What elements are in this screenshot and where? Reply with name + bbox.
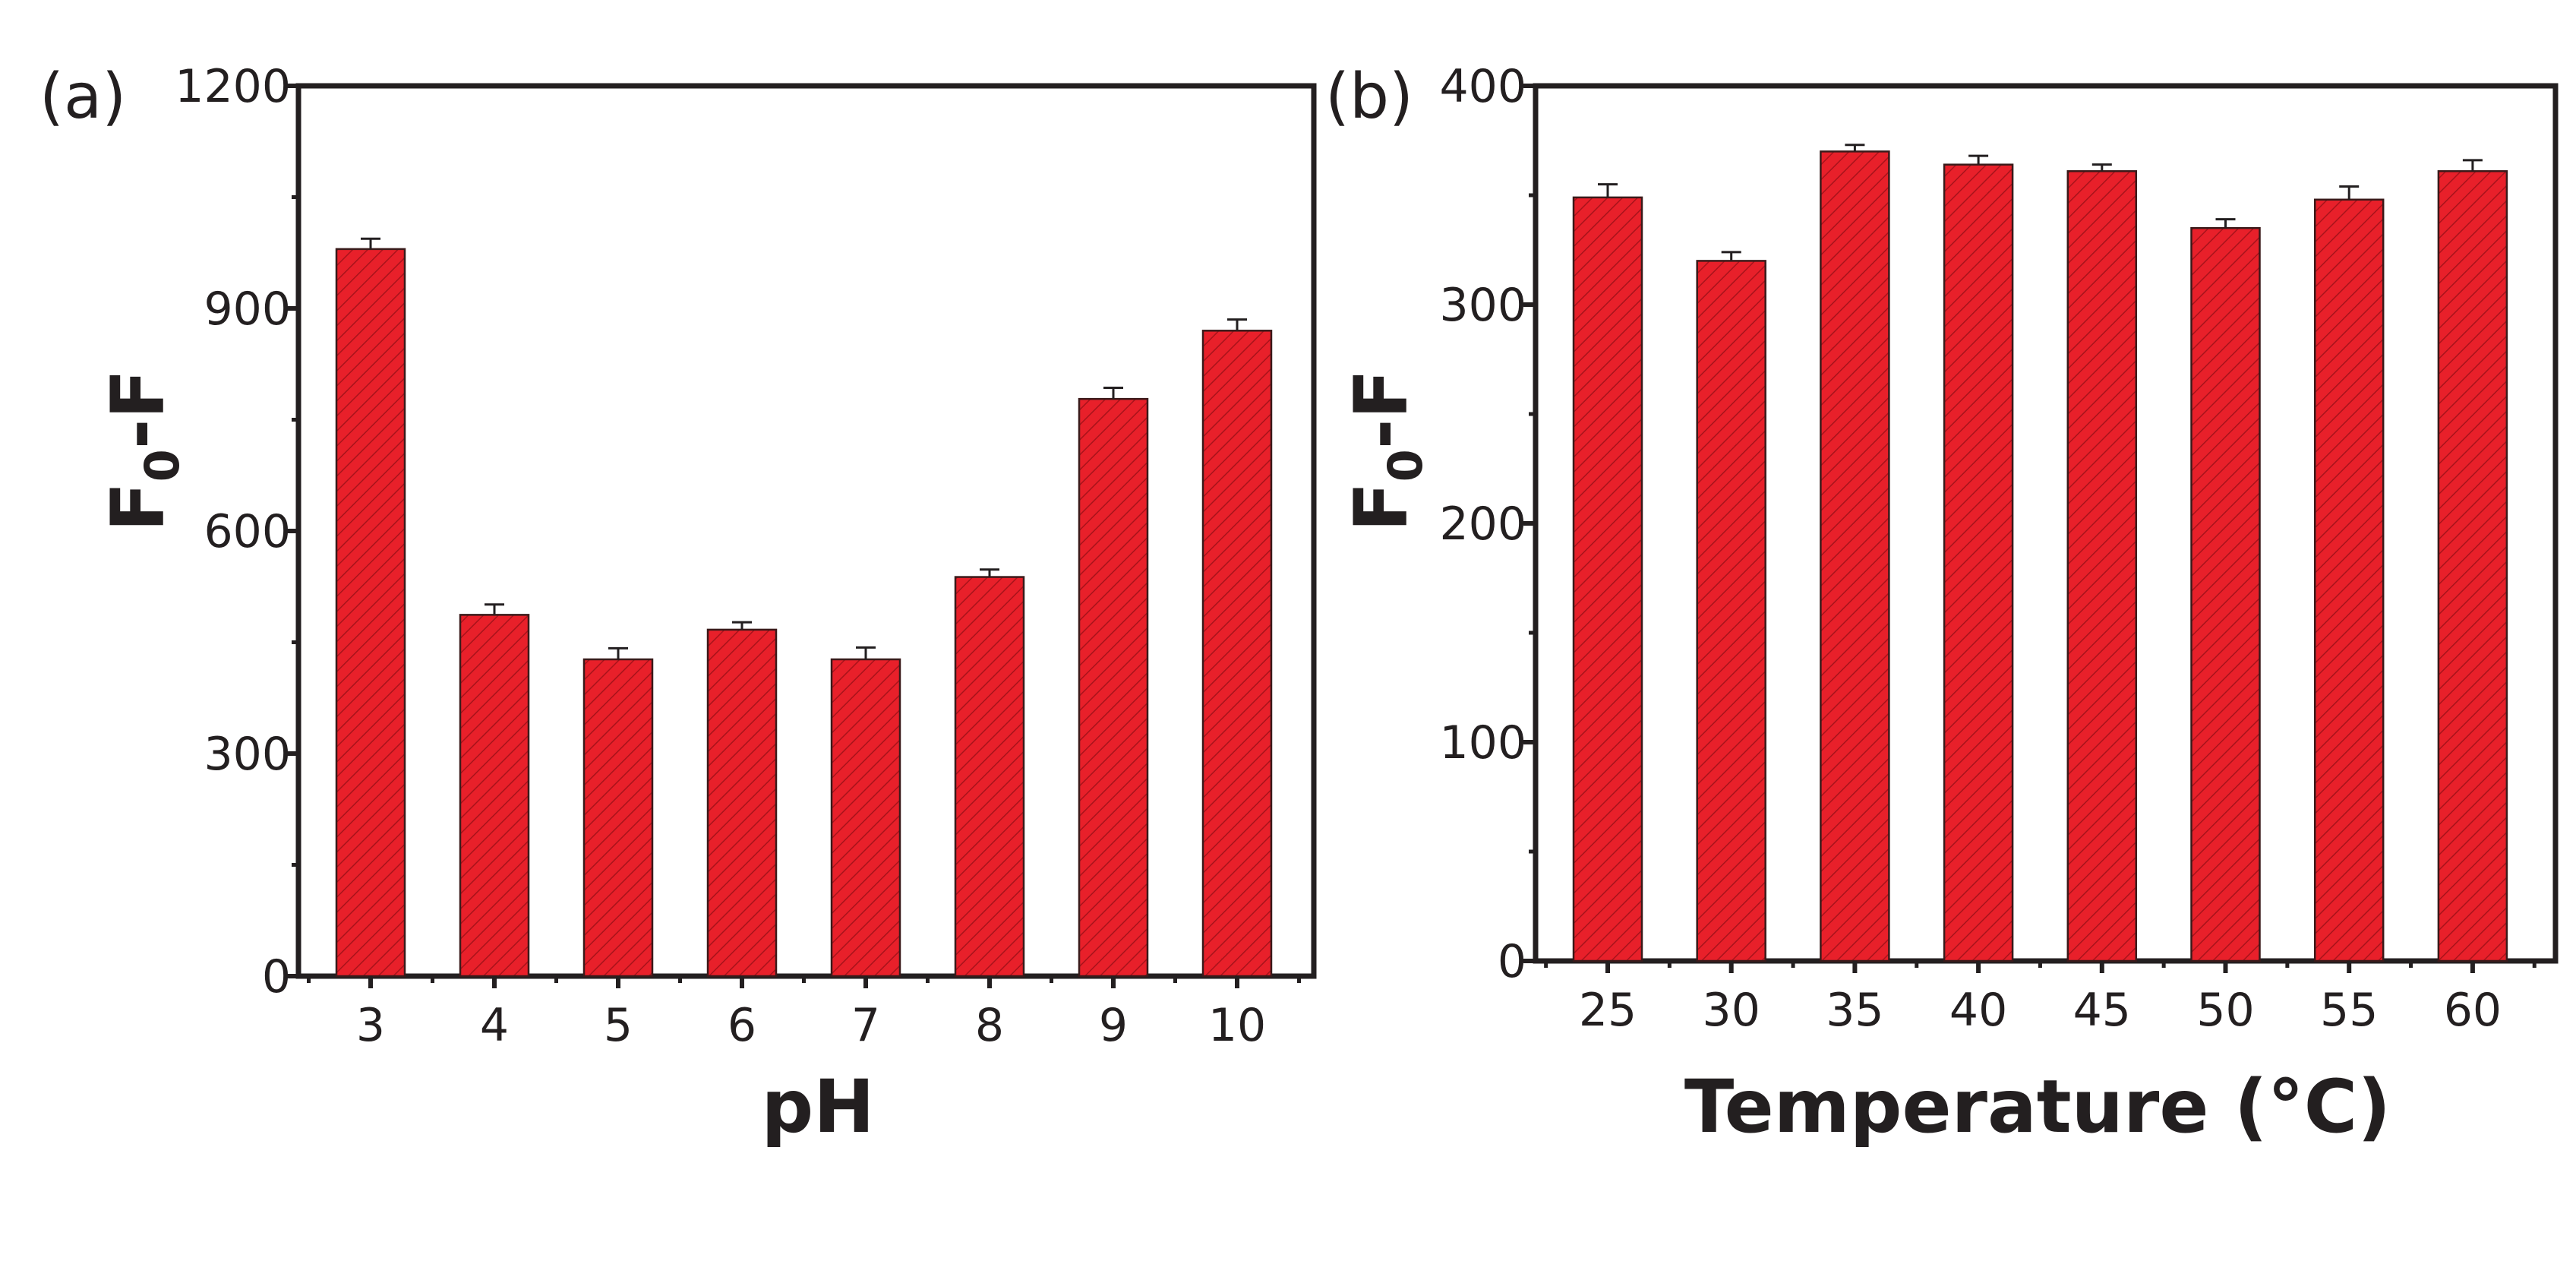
panel-a-xtick-label-4: 4	[480, 999, 509, 1052]
panel-a-axis-frame	[295, 83, 1317, 979]
panel-a-bar-4	[459, 614, 530, 978]
panel-b-xtick-label-30: 30	[1703, 984, 1760, 1037]
panel-b-bar-25	[1572, 196, 1643, 962]
panel-b-ylabel-subscript: 0	[1378, 449, 1433, 482]
panel-a-label: (a)	[39, 61, 126, 133]
panel-b-ylabel-main: F	[1339, 482, 1424, 532]
panel-a-bar-8	[954, 576, 1025, 978]
panel-b-label: (b)	[1325, 61, 1413, 133]
panel-a-bar-9	[1078, 397, 1149, 978]
panel-a-ytick-label-900: 900	[204, 283, 291, 336]
panel-b-xlabel: Temperature (°C)	[1684, 1064, 2391, 1149]
panel-a-bar-7	[830, 658, 901, 978]
panel-a-xtick-label-8: 8	[975, 999, 1004, 1052]
panel-b-bar-35	[1820, 150, 1890, 962]
panel-b-ytick-label-400: 400	[1439, 60, 1526, 113]
panel-a-xtick-label-5: 5	[604, 999, 633, 1052]
panel-a-ytick-label-1200: 1200	[175, 60, 291, 113]
panel-b-xtick-label-55: 55	[2320, 984, 2378, 1037]
panel-a-xtick-label-3: 3	[356, 999, 385, 1052]
panel-a-bar-5	[582, 658, 654, 978]
panel-a-bar-6	[706, 628, 778, 978]
panel-b-xtick-label-60: 60	[2444, 984, 2502, 1037]
panel-b-bar-45	[2066, 170, 2138, 962]
panel-a-ytick-label-600: 600	[204, 505, 291, 558]
panel-a-xtick-label-10: 10	[1208, 999, 1266, 1052]
panel-a-bar-10	[1201, 330, 1273, 978]
panel-a-ytick-label-0: 0	[262, 950, 291, 1003]
panel-a-ytick-label-300: 300	[204, 728, 291, 781]
panel-a-xtick-label-7: 7	[851, 999, 880, 1052]
panel-a-ylabel-subscript: 0	[134, 449, 190, 482]
panel-a-ylabel-main: F	[96, 482, 181, 532]
panel-b-ytick-label-100: 100	[1439, 716, 1526, 770]
panel-b-bar-60	[2437, 170, 2508, 962]
panel-b-plot-area: 0 100 200 300 400 25 30 35 40 45 50 55 60	[1439, 60, 2559, 1037]
panel-a-ylabel-rest: -F	[96, 369, 181, 449]
panel-b-ylabel: F0-F	[1339, 369, 1433, 532]
panel-a-ylabel: F0-F	[96, 369, 190, 532]
panel-a-xtick-label-6: 6	[728, 999, 756, 1052]
panel-a-xlabel: pH	[761, 1064, 874, 1149]
panel-b-xtick-label-45: 45	[2073, 984, 2131, 1037]
panel-b-ytick-label-0: 0	[1498, 935, 1526, 988]
panel-b-xtick-label-35: 35	[1826, 984, 1883, 1037]
panel-b-bar-40	[1943, 163, 2014, 962]
panel-a-bar-3	[335, 248, 406, 978]
panel-b-axis-frame	[1533, 83, 2559, 964]
panel-a-plot-area: 0 300 600 900 1200 3 4 5 6 7 8 9 10	[175, 60, 1317, 1052]
panel-b-bar-30	[1696, 260, 1766, 962]
panel-b-xtick-label-40: 40	[1949, 984, 2007, 1037]
panel-b-xtick-label-25: 25	[1579, 984, 1637, 1037]
panel-b-ylabel-rest: -F	[1339, 369, 1424, 449]
panel-b-xtick-label-50: 50	[2196, 984, 2254, 1037]
panel-a-xtick-label-9: 9	[1099, 999, 1128, 1052]
panel-b-ytick-label-200: 200	[1439, 498, 1526, 551]
panel-b-bar-50	[2190, 226, 2261, 962]
panel-b-bar-55	[2313, 198, 2385, 962]
panel-b-ytick-label-300: 300	[1439, 279, 1526, 332]
